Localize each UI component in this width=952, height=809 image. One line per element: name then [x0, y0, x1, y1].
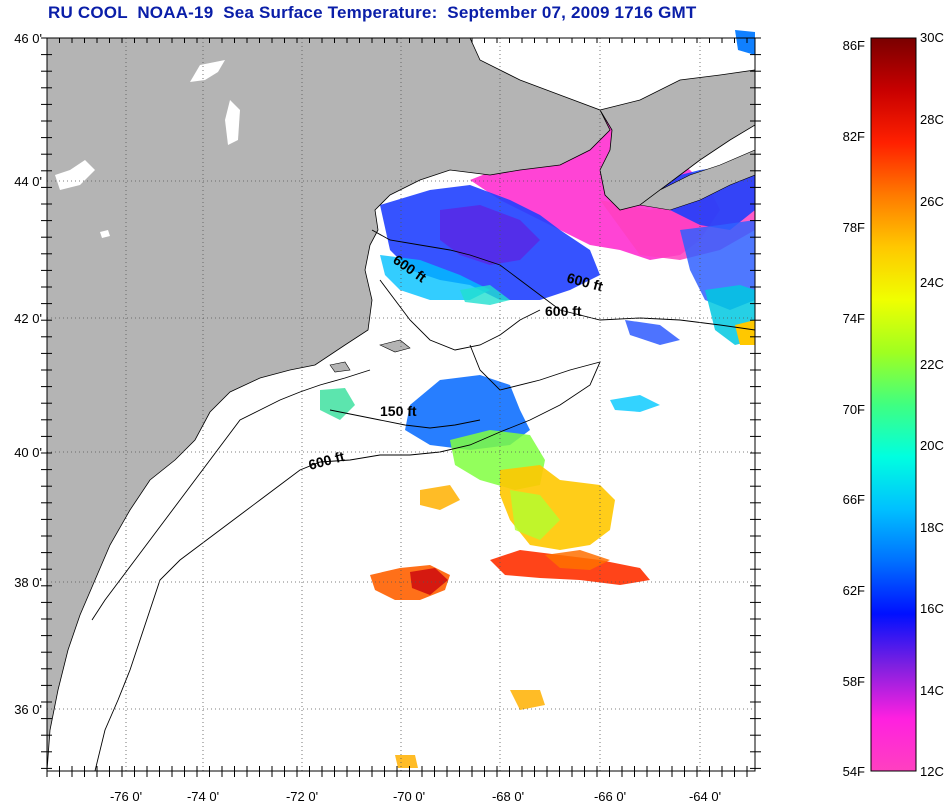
depth-contours — [91, 229, 756, 772]
land-masses — [46, 37, 756, 772]
latitude-label: 36 0' — [14, 702, 42, 717]
longitude-label: -74 0' — [187, 789, 219, 804]
longitude-label: -64 0' — [689, 789, 721, 804]
contour-label: 150 ft — [380, 403, 417, 419]
axis-ticks — [41, 37, 761, 777]
map-frame — [46, 37, 756, 772]
latitude-label: 38 0' — [14, 575, 42, 590]
latitude-labels: 46 0' 44 0' 42 0' 40 0' 38 0' 36 0' — [14, 31, 42, 717]
longitude-labels: -76 0' -74 0' -72 0' -70 0' -68 0' -66 0… — [110, 789, 721, 804]
latitude-label: 40 0' — [14, 445, 42, 460]
map-title: RU COOL NOAA-19 Sea Surface Temperature:… — [48, 3, 697, 22]
latitude-label: 42 0' — [14, 311, 42, 326]
contour-label: 600 ft — [545, 303, 582, 319]
longitude-label: -68 0' — [492, 789, 524, 804]
longitude-label: -72 0' — [286, 789, 318, 804]
longitude-label: -66 0' — [594, 789, 626, 804]
longitude-label: -70 0' — [393, 789, 425, 804]
latitude-label: 46 0' — [14, 31, 42, 46]
latitude-label: 44 0' — [14, 174, 42, 189]
lakes — [20, 60, 240, 238]
longitude-label: -76 0' — [110, 789, 142, 804]
